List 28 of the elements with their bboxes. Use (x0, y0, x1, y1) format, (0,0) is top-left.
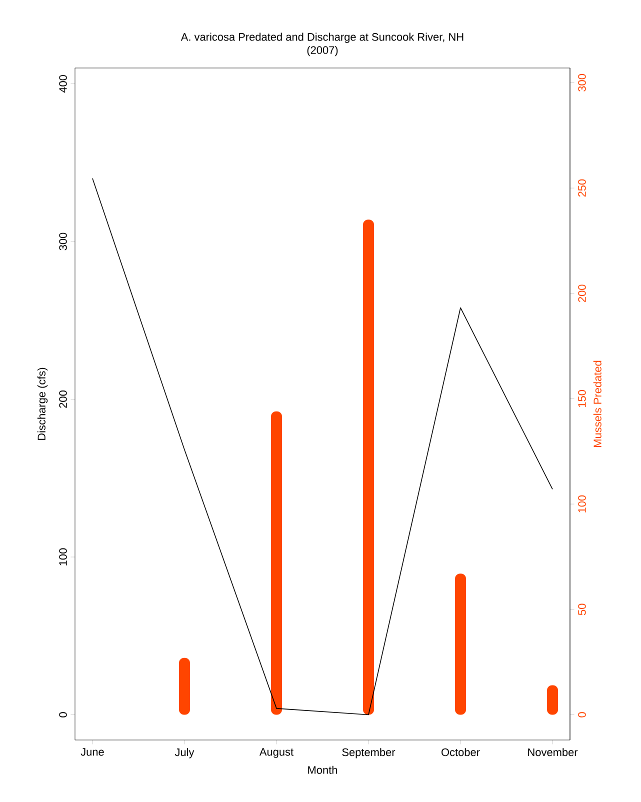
y2-tick-label: 150 (578, 390, 586, 408)
x-tick-label: September (342, 748, 396, 758)
x-axis-title: Month (308, 766, 338, 774)
x-tick-label: November (528, 748, 578, 756)
y2-tick-label: 300 (578, 74, 586, 92)
x-tick-label: July (174, 748, 194, 758)
y2-tick-label: 200 (578, 284, 586, 302)
bar (455, 574, 466, 715)
y-tick-label: 300 (59, 232, 67, 250)
bar (178, 658, 190, 715)
chart-subtitle: (2007) (307, 46, 338, 56)
bar (271, 411, 282, 715)
y-axis-title: Discharge (cfs) (37, 368, 48, 440)
y-tick-label: 200 (59, 390, 67, 408)
line-series (92, 178, 553, 716)
bar (363, 220, 374, 715)
y2-tick-label: 50 (578, 604, 586, 616)
chart-title: A. varicosa Predated and Discharge at Suncook River, NH (180, 32, 464, 43)
y-tick-label: 0 (59, 712, 67, 718)
y2-axis-title: Mussels Predated (593, 360, 602, 447)
x-tick-label: August (259, 748, 294, 758)
y-tick-label: 400 (59, 75, 67, 93)
y2-tick-label: 250 (578, 179, 586, 197)
y2-tick-label: 100 (578, 495, 586, 512)
y-tick-label: 100 (59, 548, 67, 566)
x-tick-label: June (80, 748, 104, 756)
x-tick-label: October (442, 748, 480, 756)
y2-tick-label: 0 (578, 712, 586, 718)
